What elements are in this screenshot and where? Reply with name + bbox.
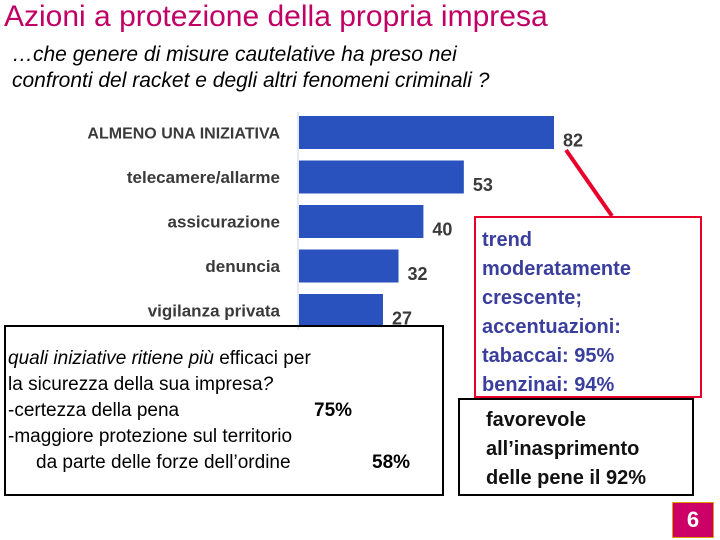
question-line-1-italic: quali iniziative ritiene più — [8, 348, 214, 369]
bar-chart: ALMENO UNA INIZIATIVA 82 telecamere/allarm… — [87, 112, 583, 330]
question-box — [4, 325, 444, 496]
favorevole-box: favorevole all’inasprimento delle pene i… — [458, 398, 694, 496]
data-label: 40 — [432, 220, 452, 240]
trend-line: tabaccai: 95% — [482, 345, 615, 367]
trend-line: accentuazioni: — [482, 316, 621, 338]
favorevole-line: favorevole — [486, 409, 587, 431]
trend-line: trend — [482, 229, 532, 251]
question-line-3-text: -certezza della pena — [8, 400, 180, 421]
question-line-1: quali iniziative ritiene più efficaci pe… — [8, 346, 448, 372]
question-text: quali iniziative ritiene più efficaci pe… — [8, 346, 448, 476]
trend-line: moderatamente — [482, 258, 631, 280]
bar-2 — [299, 160, 464, 194]
subtitle-line-1: …che genere di misure cautelative ha pre… — [12, 43, 457, 66]
favorevole-line: delle pene il 92% — [486, 467, 647, 489]
subtitle-line-2: confronti del racket e degli altri fenom… — [12, 69, 490, 92]
trend-line: crescente; — [482, 287, 583, 309]
category-label: denuncia — [205, 257, 280, 276]
bar-1 — [299, 116, 555, 149]
slide-subtitle: …che genere di misure cautelative ha pre… — [12, 42, 489, 94]
category-label: vigilanza privata — [148, 302, 281, 321]
data-label: 82 — [563, 131, 583, 151]
data-label: 27 — [392, 309, 412, 329]
favorevole-line: all’inasprimento — [486, 438, 640, 460]
data-label: 32 — [408, 264, 428, 284]
data-label: 53 — [473, 175, 493, 195]
category-label: assicurazione — [168, 213, 280, 232]
category-label: ALMENO UNA INIZIATIVA — [87, 126, 280, 143]
question-line-2-italic: ? — [262, 374, 274, 395]
pena-percent: 75% — [314, 400, 353, 421]
trend-box: trend moderatamente crescente; accentuaz… — [474, 216, 702, 398]
question-line-5: da parte delle forze dell’ordine 58% — [8, 450, 448, 476]
trend-line: benzinai: 94% — [482, 374, 615, 396]
slide-title: Azioni a protezione della propria impres… — [4, 0, 548, 33]
question-line-5-text: da parte delle forze dell’ordine — [36, 452, 291, 473]
question-line-2: la sicurezza della sua impresa? — [8, 372, 448, 398]
question-line-2-normal: la sicurezza della sua impresa — [8, 374, 263, 395]
bar-5 — [299, 294, 383, 327]
question-line-1-normal: efficaci per — [219, 348, 311, 369]
question-line-4: -maggiore protezione sul territorio — [8, 426, 293, 447]
question-line-3: -certezza della pena 75% — [8, 398, 448, 424]
bar-3 — [299, 205, 424, 238]
category-label: telecamere/allarme — [127, 168, 280, 187]
page-number: 6 — [672, 502, 714, 538]
bar-4 — [299, 249, 399, 283]
forze-percent: 58% — [372, 452, 411, 473]
